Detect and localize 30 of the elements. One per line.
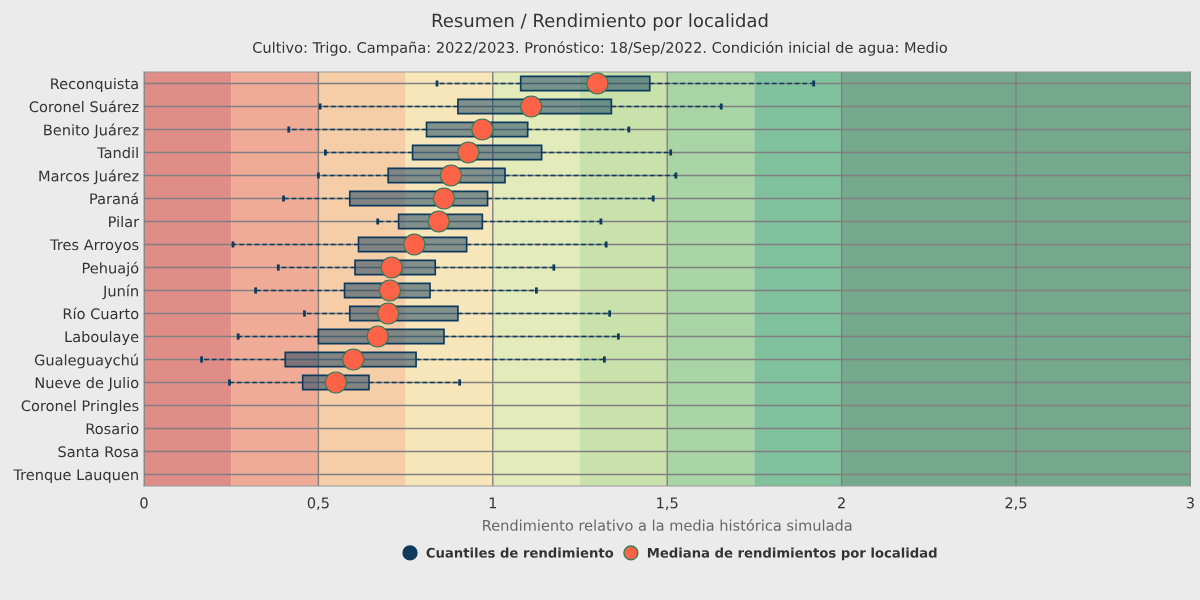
legend-label: Cuantiles de rendimiento — [426, 547, 614, 558]
x-tick-label: 0,5 — [307, 497, 329, 510]
y-tick-label: Río Cuarto — [63, 307, 139, 320]
x-tick-label: 3 — [1186, 497, 1194, 509]
chart-title: Resumen / Rendimiento por localidad — [432, 13, 768, 31]
y-tick-label: Reconquista — [51, 77, 138, 93]
x-tick-label: 2,5 — [1005, 497, 1027, 510]
y-tick-label: Pehuajó — [82, 261, 139, 277]
y-tick-label: Marcos Juárez — [39, 169, 139, 185]
y-tick-label: Junín — [102, 284, 138, 300]
chart-subtitle: Cultivo: Trigo. Campaña: 2022/2023. Pronóstico: 18/Sep/2022. Condición inicial de agua: Medio — [253, 41, 947, 56]
y-tick-label: Benito Juárez — [44, 123, 139, 139]
legend-label: Mediana de rendimientos por localidad — [647, 547, 937, 561]
y-tick-label: Paraná — [90, 192, 138, 205]
y-tick-label: Pilar — [109, 215, 140, 228]
y-tick-label: Tres Arroyos — [50, 239, 139, 254]
x-tick-label: 2 — [838, 497, 845, 509]
x-tick-label: 1 — [489, 497, 497, 509]
y-tick-label: Trenque Lauquen — [13, 469, 138, 484]
y-tick-label: Coronel Suárez — [29, 100, 139, 113]
y-tick-label: Gualeguaychú — [34, 353, 138, 369]
y-tick-label: Rosario — [86, 422, 139, 435]
x-tick-label: 0 — [140, 497, 148, 509]
y-tick-label: Nueve de Julio — [35, 376, 139, 391]
y-tick-label: Laboulaye — [65, 330, 139, 346]
x-tick-label: 1,5 — [657, 497, 678, 510]
y-tick-label: Santa Rosa — [58, 446, 138, 458]
x-axis-title: Rendimiento relativo a la media histórica simulada — [483, 518, 852, 531]
y-tick-label: Tandil — [97, 146, 138, 159]
y-tick-label: Coronel Pringles — [21, 399, 139, 415]
